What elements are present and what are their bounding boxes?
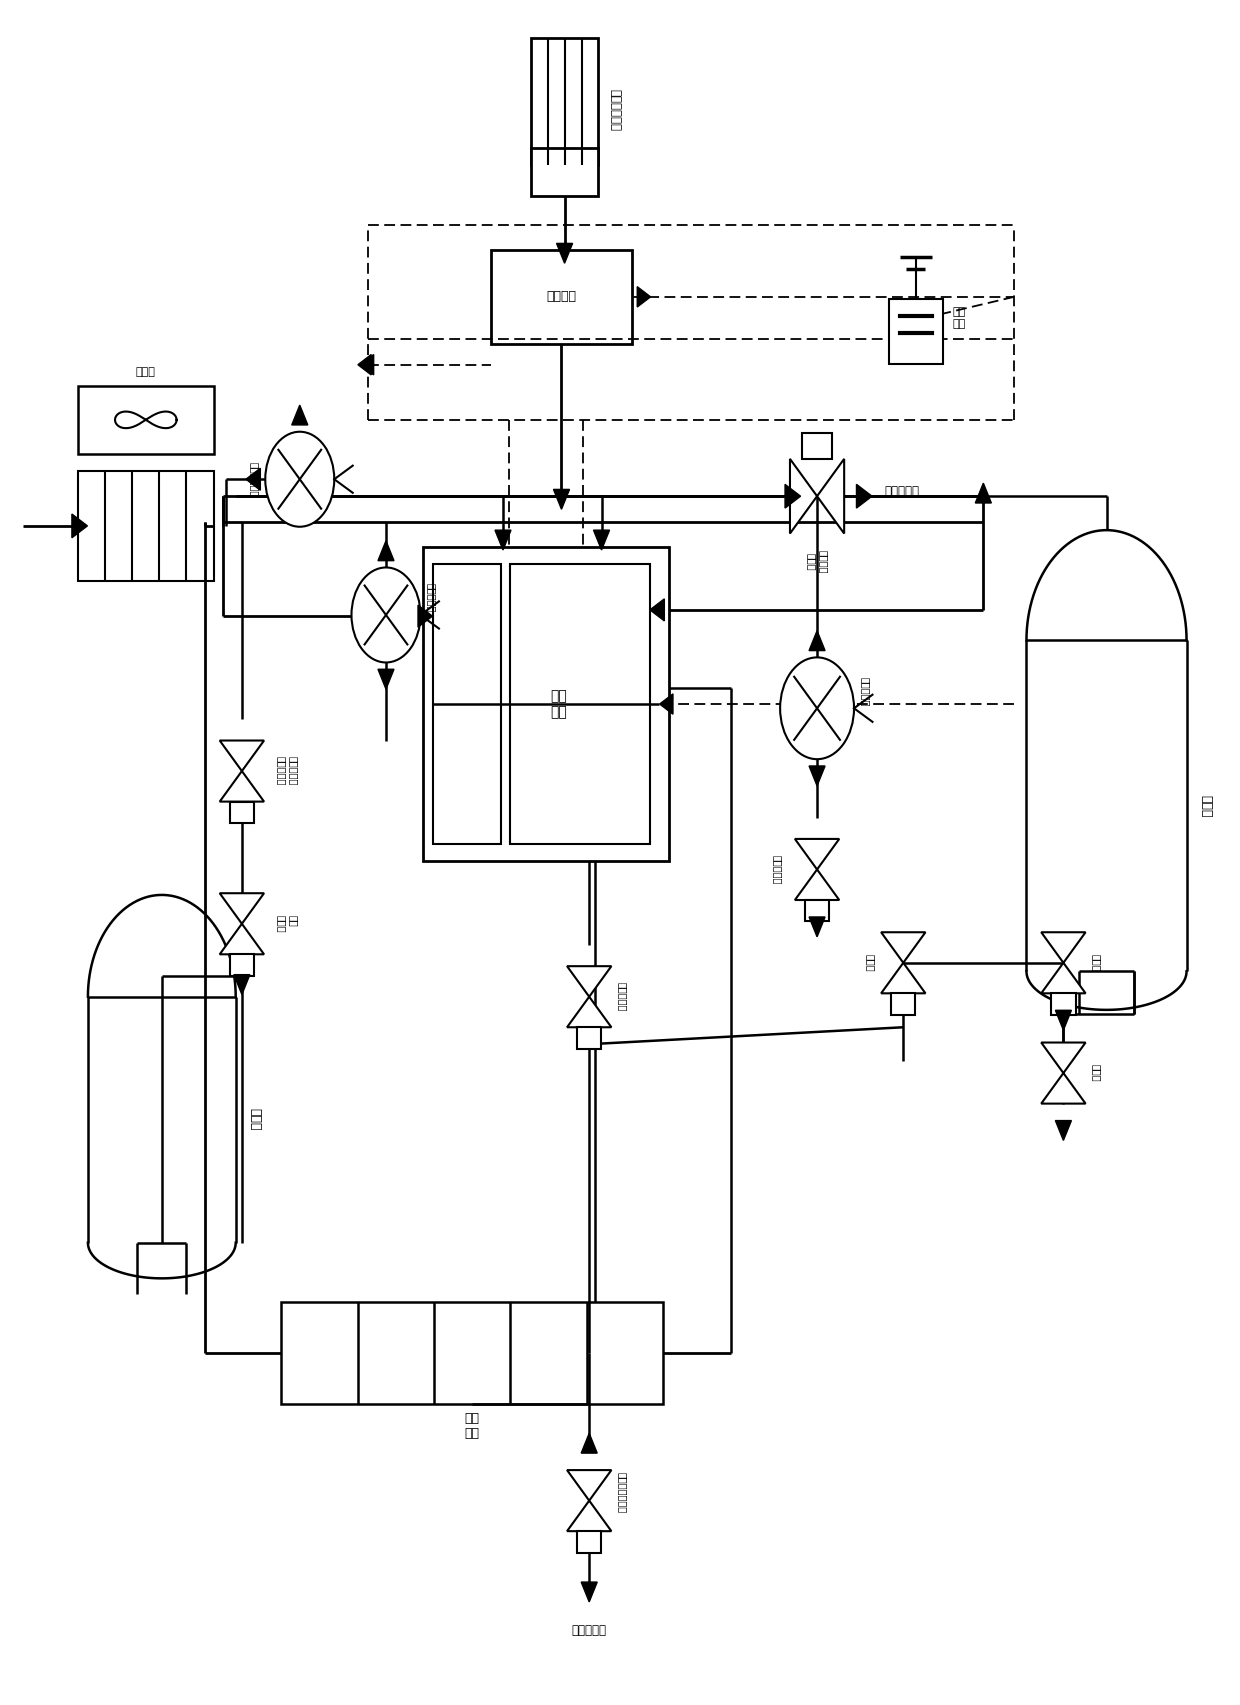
Circle shape <box>780 658 854 759</box>
Bar <box>281 1303 663 1403</box>
Text: 流量调节阀: 流量调节阀 <box>773 854 782 885</box>
Bar <box>433 564 501 844</box>
Polygon shape <box>1042 933 1085 963</box>
Polygon shape <box>567 967 611 997</box>
Circle shape <box>265 431 335 527</box>
Text: 散热器: 散热器 <box>136 368 156 377</box>
Polygon shape <box>582 1434 598 1453</box>
Polygon shape <box>808 917 825 936</box>
Polygon shape <box>1042 1072 1085 1103</box>
Polygon shape <box>72 513 88 537</box>
Text: 压缩氢出口: 压缩氢出口 <box>572 1625 606 1637</box>
Polygon shape <box>219 924 264 955</box>
Text: 氧气循环泵: 氧气循环泵 <box>861 677 870 706</box>
Bar <box>229 955 254 975</box>
Bar <box>78 471 213 581</box>
Text: 供氧电磁阀: 供氧电磁阀 <box>618 982 627 1011</box>
Text: 电管模块: 电管模块 <box>547 290 577 303</box>
Polygon shape <box>246 469 260 491</box>
Polygon shape <box>567 1470 611 1500</box>
Bar <box>889 300 942 363</box>
Polygon shape <box>567 997 611 1026</box>
Polygon shape <box>882 933 925 963</box>
Polygon shape <box>594 530 610 551</box>
Polygon shape <box>361 355 373 375</box>
Bar <box>531 148 599 196</box>
Text: 压缩氧出口: 压缩氧出口 <box>885 484 920 498</box>
Text: 氢气罐: 氢气罐 <box>248 1108 262 1130</box>
Polygon shape <box>1055 1120 1071 1141</box>
Polygon shape <box>495 530 511 551</box>
Polygon shape <box>219 740 264 771</box>
Bar <box>229 801 254 824</box>
Circle shape <box>351 568 420 663</box>
Text: 机载动力系统: 机载动力系统 <box>609 89 621 131</box>
Polygon shape <box>660 694 673 714</box>
Text: 冷却液循环泵: 冷却液循环泵 <box>249 462 259 496</box>
Polygon shape <box>567 1500 611 1531</box>
Polygon shape <box>650 598 665 621</box>
Bar <box>577 1026 601 1049</box>
Polygon shape <box>1055 1011 1071 1030</box>
Polygon shape <box>808 631 825 651</box>
Text: 氢气循环泵: 氢气循环泵 <box>427 583 436 612</box>
Polygon shape <box>291 406 308 425</box>
Text: 减压阀: 减压阀 <box>1091 1064 1101 1083</box>
Polygon shape <box>378 540 394 561</box>
Polygon shape <box>817 459 844 534</box>
Bar <box>531 38 599 165</box>
Text: 阴极产生
调压阀: 阴极产生 调压阀 <box>806 551 828 575</box>
Polygon shape <box>219 771 264 801</box>
Bar <box>1052 994 1075 1014</box>
Polygon shape <box>785 484 801 508</box>
Bar <box>802 433 832 459</box>
Bar <box>423 547 670 861</box>
Polygon shape <box>1042 1042 1085 1072</box>
Polygon shape <box>795 870 839 900</box>
Text: 氢气截止阀
流量调节阀: 氢气截止阀 流量调节阀 <box>277 757 298 786</box>
Polygon shape <box>234 975 250 994</box>
Polygon shape <box>882 963 925 994</box>
Bar <box>805 900 830 921</box>
Polygon shape <box>637 286 651 307</box>
Text: 氢气
减压阀: 氢气 减压阀 <box>277 916 298 933</box>
Polygon shape <box>582 1582 598 1603</box>
Text: 截止阀: 截止阀 <box>866 955 875 972</box>
Polygon shape <box>1042 963 1085 994</box>
Polygon shape <box>857 484 872 508</box>
Polygon shape <box>378 670 394 689</box>
Polygon shape <box>219 893 264 924</box>
Text: 氧气罐: 氧气罐 <box>1199 795 1211 817</box>
Polygon shape <box>358 355 371 375</box>
Polygon shape <box>808 766 825 786</box>
Polygon shape <box>418 605 433 627</box>
Polygon shape <box>553 489 569 510</box>
Bar <box>491 251 632 343</box>
Polygon shape <box>976 483 991 503</box>
Bar <box>511 564 650 844</box>
Bar <box>577 1531 601 1553</box>
Text: 减压阀: 减压阀 <box>1091 955 1101 972</box>
Polygon shape <box>790 459 817 534</box>
Polygon shape <box>557 244 573 263</box>
Polygon shape <box>795 839 839 870</box>
Bar <box>78 385 213 454</box>
Text: 超级
电容: 超级 电容 <box>952 307 966 329</box>
Text: 燃料
电池: 燃料 电池 <box>551 689 567 720</box>
Text: 尾水分离排水阀: 尾水分离排水阀 <box>618 1471 627 1512</box>
Bar <box>892 994 915 1014</box>
Text: 暖气
系统: 暖气 系统 <box>465 1412 480 1441</box>
